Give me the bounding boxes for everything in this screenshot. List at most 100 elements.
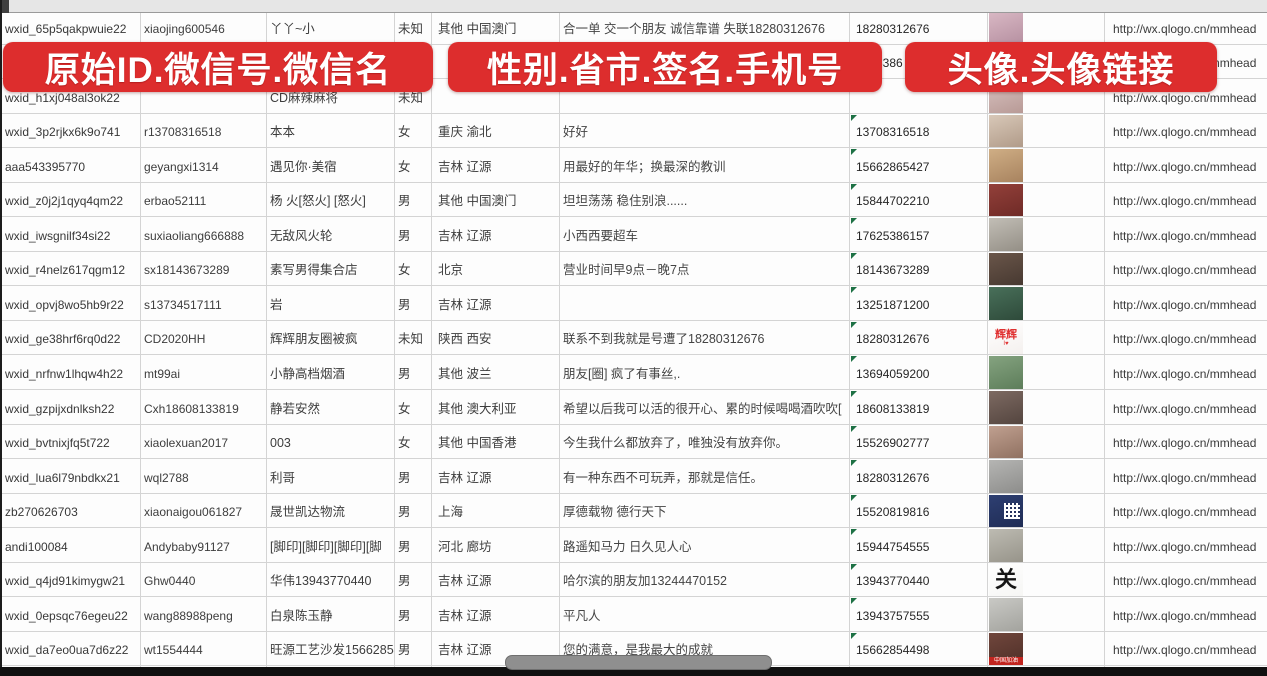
cell-signature[interactable] [560,286,850,320]
cell-phone[interactable]: 18143673289 [850,251,988,286]
cell-gender[interactable]: 男 [395,528,432,562]
cell-region[interactable]: 北京 [432,251,560,286]
cell-gender[interactable]: 未知 [395,320,432,355]
cell-avatar[interactable] [988,11,1105,44]
cell-account[interactable] [141,79,267,113]
cell-phone[interactable]: 17625386157 [850,217,988,251]
horizontal-scrollbar-thumb[interactable] [505,655,772,670]
cell-avatar[interactable] [988,217,1105,251]
cell-phone[interactable]: 15944754555 [850,528,988,562]
cell-phone[interactable]: 15844702210 [850,182,988,217]
cell-name[interactable]: 白泉陈玉静 [267,597,395,631]
cell-phone[interactable]: 13251871200 [850,286,988,320]
cell-url[interactable]: http://wx.qlogo.cn/mmhead [1105,632,1267,666]
cell-wxid[interactable]: wxid_opvj8wo5hb9r22 [2,286,141,320]
cell-signature[interactable] [560,79,850,113]
cell-phone[interactable]: 18608133819 [850,390,988,424]
cell-wxid[interactable]: andi100084 [2,528,141,562]
cell-gender[interactable]: 男 [395,631,432,666]
cell-gender[interactable]: 女 [395,390,432,424]
cell-url[interactable]: http://wx.qlogo.cn/mmhead [1105,114,1267,148]
cell-phone[interactable]: 15662854498 [850,631,988,666]
avatar-image[interactable] [989,356,1023,390]
cell-wxid[interactable]: wxid_3p2rjkx6k9o741 [2,113,141,148]
cell-url[interactable]: http://wx.qlogo.cn/mmhead [1105,321,1267,355]
cell-url[interactable]: http://wx.qlogo.cn/mmhead [1105,597,1267,631]
cell-avatar[interactable] [988,182,1105,217]
cell-account[interactable]: wt1554444 [141,631,267,666]
cell-region[interactable]: 吉林 辽源 [432,631,560,666]
cell-phone[interactable]: 13943757555 [850,597,988,631]
cell-avatar[interactable] [988,459,1105,493]
cell-region[interactable]: 吉林 辽源 [432,459,560,493]
cell-wxid[interactable]: wxid_da7eo0ua7d6z22 [2,631,141,666]
cell-signature[interactable]: 有一种东西不可玩弄，那就是信任。 [560,459,850,493]
cell-name[interactable]: 本本 [267,113,395,148]
cell-avatar[interactable]: 关 [988,562,1105,597]
cell-signature[interactable]: 哈尔滨的朋友加13244470152 [560,562,850,597]
cell-avatar[interactable]: 中国加油 [988,631,1105,666]
cell-wxid[interactable]: wxid_0epsqc76egeu22 [2,597,141,631]
cell-url[interactable]: http://wx.qlogo.cn/mmhead [1105,563,1267,597]
cell-wxid[interactable]: wxid_h1xj048al3ok22 [2,79,141,113]
cell-signature[interactable]: 小西西要超车 [560,217,850,251]
cell-url[interactable]: http://wx.qlogo.cn/mmhead [1105,286,1267,320]
cell-phone[interactable]: 15520819816 [850,493,988,528]
cell-url[interactable]: http://wx.qlogo.cn/mmhead [1105,79,1267,113]
cell-url[interactable]: http://wx.qlogo.cn/mmhead [1105,425,1267,459]
cell-signature[interactable]: 合一单 交一个朋友 诚信靠谱 失联18280312676 [560,11,850,44]
cell-gender[interactable]: 女 [395,424,432,459]
cell-url[interactable]: http://wx.qlogo.cn/mmhead [1105,252,1267,286]
cell-gender[interactable]: 女 [395,113,432,148]
cell-region[interactable]: 其他 中国香港 [432,424,560,459]
cell-phone[interactable]: 18280312676 [850,459,988,493]
cell-avatar[interactable]: 辉辉 I♥ [988,320,1105,355]
cell-url[interactable]: http://wx.qlogo.cn/mmhead [1105,217,1267,251]
cell-name[interactable]: 静若安然 [267,390,395,424]
cell-gender[interactable] [395,666,432,667]
cell-account[interactable]: sx18143673289 [141,251,267,286]
cell-url[interactable]: http://wx.qlogo.cn/mmhead [1105,528,1267,562]
avatar-image[interactable] [989,494,1023,528]
cell-avatar[interactable] [988,113,1105,148]
cell-avatar[interactable] [988,390,1105,424]
cell-wxid[interactable]: wxid_bvtnixjfq5t722 [2,424,141,459]
avatar-image[interactable] [989,252,1023,286]
cell-url[interactable]: http://wx.qlogo.cn/mmhead [1105,355,1267,389]
avatar-image[interactable]: 辉辉 I♥ [989,321,1023,355]
cell-signature[interactable]: 联系不到我就是号遭了18280312676 [560,320,850,355]
cell-gender[interactable]: 男 [395,182,432,217]
cell-name[interactable]: CD麻辣麻将 [267,79,395,113]
cell-phone[interactable]: 13943770440 [850,562,988,597]
cell-gender[interactable]: 男 [395,562,432,597]
cell-account[interactable]: s13734517111 [141,286,267,320]
cell-account[interactable]: Cxh18608133819 [141,390,267,424]
cell-gender[interactable]: 男 [395,493,432,528]
cell-avatar[interactable] [988,355,1105,390]
cell-signature[interactable]: 朋友[圈] 疯了有事丝,. [560,355,850,390]
cell-name[interactable] [267,666,395,667]
avatar-image[interactable]: 关 [989,563,1023,597]
cell-gender[interactable]: 未知 [395,11,432,44]
cell-region[interactable]: 吉林 辽源 [432,286,560,320]
cell-region[interactable]: 其他 中国澳门 [432,11,560,44]
cell-region[interactable]: 吉林 辽源 [432,562,560,597]
cell-url[interactable]: http://wx.qlogo.cn/mmhead [1105,183,1267,217]
cell-phone[interactable]: 18280312676 [850,11,988,44]
cell-region[interactable]: 吉林 辽源 [432,597,560,631]
avatar-image[interactable] [989,598,1023,631]
cell-signature[interactable]: 今生我什么都放弃了，唯独没有放弃你。 [560,424,850,459]
cell-signature[interactable]: 路遥知马力 日久见人心 [560,528,850,562]
cell-account[interactable]: wang88988peng [141,597,267,631]
cell-wxid[interactable]: wxid_q4jd91kimygw21 [2,562,141,597]
cell-gender[interactable]: 男 [395,459,432,493]
cell-phone[interactable]: 15526902777 [850,424,988,459]
cell-name[interactable]: 小静高档烟酒 [267,355,395,390]
cell-name[interactable]: 岩 [267,286,395,320]
cell-signature[interactable]: 平凡人 [560,597,850,631]
cell-signature[interactable]: 厚德载物 德行天下 [560,493,850,528]
cell-name[interactable]: 杨 火[怒火] [怒火] [267,182,395,217]
cell-name[interactable]: 无敌风火轮 [267,217,395,251]
cell-account[interactable]: geyangxi1314 [141,148,267,182]
cell-phone[interactable]: 13694059200 [850,355,988,390]
